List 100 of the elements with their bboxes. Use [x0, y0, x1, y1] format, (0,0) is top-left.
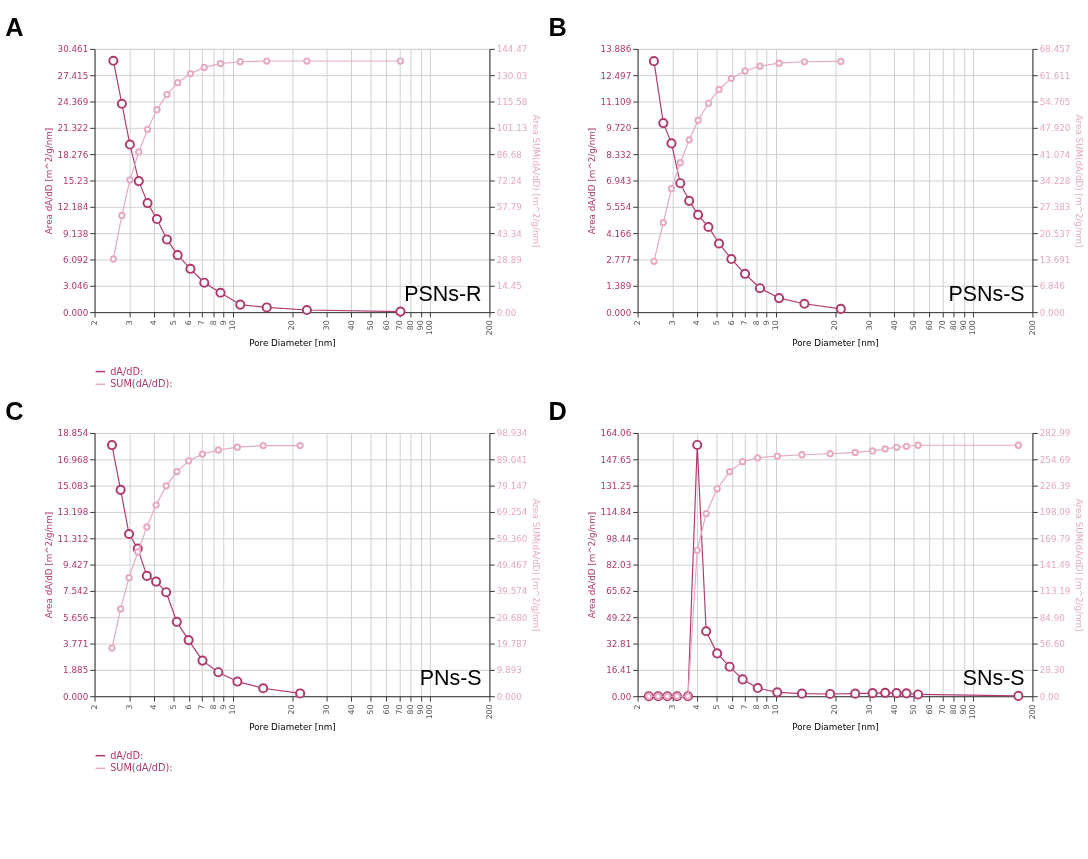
- x-tick-label: 60: [381, 320, 391, 331]
- y-tick-label: 6.092: [63, 254, 89, 265]
- y-tick-label: 21.322: [57, 123, 89, 134]
- annotation: PSNs-S: [948, 282, 1025, 307]
- y2-tick-label: 47.920: [1039, 123, 1071, 134]
- y2-tick-label: 39.574: [496, 586, 528, 597]
- x-tick-label: 90: [959, 320, 969, 331]
- y-tick-label: 30.461: [57, 44, 89, 55]
- y-tick-label: 12.497: [600, 70, 632, 81]
- y-tick-label: 1.389: [606, 281, 632, 292]
- y-tick-label: 8.332: [606, 149, 632, 160]
- y2-tick-label: 59.360: [496, 533, 528, 544]
- x-tick-label: 2: [633, 704, 643, 710]
- x-tick-label: 20: [287, 704, 297, 715]
- x-tick-label: 9: [218, 320, 228, 326]
- y-tick-label: 16.968: [57, 454, 89, 465]
- y-axis-title: Area dA/dD [m^2/g/nm]: [43, 511, 54, 619]
- x-axis-title: Pore Diameter [nm]: [792, 722, 879, 733]
- legend-label: SUM(dA/dD):: [110, 762, 173, 774]
- legend-label: SUM(dA/dD):: [110, 378, 173, 390]
- y-tick-label: 9.720: [606, 123, 632, 134]
- y-tick-label: 27.415: [57, 70, 89, 81]
- legend-label: dA/dD:: [110, 749, 144, 761]
- y2-tick-label: 14.45: [496, 281, 522, 292]
- x-axis-title: Pore Diameter [nm]: [249, 338, 336, 348]
- y2-tick-label: 0.000: [1039, 307, 1065, 318]
- y2-tick-label: 282.99: [1039, 428, 1071, 439]
- x-tick-label: 200: [484, 704, 494, 720]
- x-tick-label: 30: [865, 320, 875, 331]
- y2-tick-label: 19.787: [496, 638, 528, 649]
- y2-tick-label: 28.89: [496, 254, 522, 265]
- x-tick-label: 50: [909, 320, 919, 331]
- x-tick-label: 60: [924, 704, 934, 715]
- y-tick-label: 49.22: [606, 612, 632, 623]
- x-tick-label: 80: [406, 320, 416, 331]
- x-tick-label: 60: [924, 320, 934, 331]
- x-tick-label: 4: [692, 704, 702, 710]
- y-tick-label: 114.84: [600, 507, 632, 518]
- y2-tick-label: 72.24: [496, 175, 523, 186]
- y-axis-title: Area dA/dD [m^2/g/nm]: [586, 127, 597, 235]
- x-tick-label: 9: [761, 320, 771, 326]
- x-tick-label: 200: [1027, 704, 1037, 720]
- x-tick-label: 40: [346, 704, 356, 715]
- y2-tick-label: 41.074: [1039, 149, 1071, 160]
- y2-tick-label: 115.58: [496, 96, 528, 107]
- y2-tick-label: 34.228: [1039, 175, 1071, 186]
- y-axis-title: Area dA/dD [m^2/g/nm]: [586, 511, 597, 619]
- x-tick-label: 3: [667, 704, 677, 710]
- x-tick-label: 10: [227, 320, 237, 331]
- x-tick-label: 2: [90, 704, 99, 710]
- x-tick-label: 90: [416, 320, 426, 331]
- legend-label: dA/dD:: [110, 365, 144, 377]
- x-axis-title: Pore Diameter [nm]: [249, 722, 336, 733]
- x-tick-label: 40: [346, 320, 356, 331]
- y-tick-label: 5.656: [63, 612, 89, 623]
- y-tick-label: 9.138: [63, 228, 89, 239]
- x-tick-label: 5: [168, 704, 178, 710]
- x-tick-label: 8: [751, 704, 761, 710]
- y-tick-label: 15.23: [63, 175, 89, 186]
- y2-tick-label: 0.000: [496, 691, 522, 702]
- x-tick-label: 40: [889, 320, 899, 331]
- x-tick-label: 20: [287, 320, 297, 331]
- y-tick-label: 98.44: [606, 533, 632, 544]
- y2-axis-title: Area SUM(dA/dD) [m^2/g/nm]: [531, 498, 542, 632]
- chart-title: C: [5, 397, 24, 426]
- y-tick-label: 32.81: [606, 638, 632, 649]
- x-tick-label: 90: [959, 704, 969, 715]
- x-tick-label: 7: [197, 704, 207, 710]
- x-tick-label: 4: [692, 320, 702, 326]
- x-tick-label: 70: [394, 320, 404, 331]
- y-tick-label: 0.000: [63, 691, 89, 702]
- y2-tick-label: 61.611: [1039, 70, 1071, 81]
- y2-tick-label: 86.68: [496, 149, 522, 160]
- x-tick-label: 50: [909, 704, 919, 715]
- x-tick-label: 80: [949, 320, 959, 331]
- x-tick-label: 3: [124, 320, 134, 326]
- x-tick-label: 8: [751, 320, 761, 326]
- y-tick-label: 4.166: [606, 228, 632, 239]
- y2-tick-label: 198.09: [1039, 507, 1071, 518]
- x-tick-label: 30: [865, 704, 875, 715]
- x-tick-label: 4: [149, 320, 159, 326]
- x-tick-label: 70: [937, 320, 947, 331]
- x-tick-label: 70: [394, 704, 404, 715]
- y-tick-label: 82.03: [606, 560, 632, 571]
- x-tick-label: 8: [208, 704, 218, 710]
- x-tick-label: 9: [218, 704, 228, 710]
- x-tick-label: 5: [711, 320, 721, 326]
- y2-tick-label: 27.383: [1039, 202, 1071, 213]
- y2-tick-label: 84.90: [1039, 612, 1065, 623]
- y-tick-label: 164.06: [600, 428, 632, 439]
- y-tick-label: 15.083: [57, 481, 89, 492]
- y2-tick-label: 144.47: [496, 44, 528, 55]
- y2-tick-label: 57.79: [496, 202, 522, 213]
- y2-axis-title: Area SUM(dA/dD) [m^2/g/nm]: [1074, 498, 1085, 632]
- x-tick-label: 10: [771, 320, 781, 331]
- x-tick-label: 100: [425, 320, 435, 336]
- x-tick-label: 10: [227, 704, 237, 715]
- y2-axis-title: Area SUM(dA/dD) [m^2/g/nm]: [531, 114, 542, 248]
- x-tick-label: 6: [184, 320, 194, 326]
- y-tick-label: 0.00: [611, 691, 632, 702]
